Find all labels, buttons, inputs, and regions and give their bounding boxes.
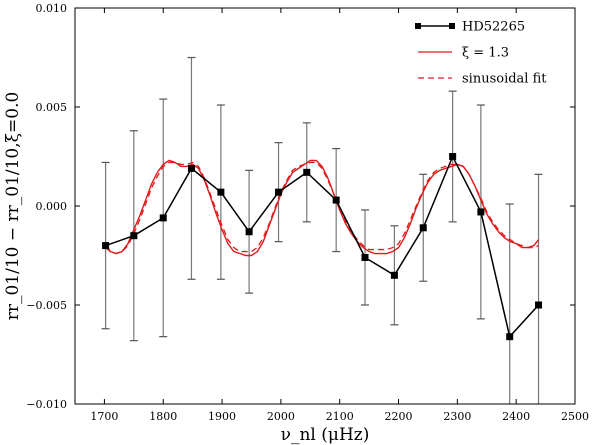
hd52265-point [361,253,369,261]
x-axis-ticks: 1700 1800 1900 2000 2100 2200 2300 2400 2500 [90,8,589,423]
hd52265-point [332,196,340,204]
hd52265-point [275,188,283,196]
x-tick-label: 1800 [149,410,177,423]
hd52265-point [187,164,195,172]
y-tick-label: 0.005 [36,101,68,114]
hd52265-point [477,208,485,216]
hd52265-point [159,214,167,222]
hd52265-point [419,224,427,232]
data-series-layer [102,153,543,341]
x-tick-label: 1900 [208,410,236,423]
hd52265-line [105,154,540,339]
fit-curve-layer [105,161,539,255]
y-axis-label: rr_01/10 − rr_01/10,ξ=0.0 [3,92,23,321]
legend-swatch-hd52265-marker-left [415,23,421,29]
y-tick-label: −0.010 [26,398,67,411]
hd52265-point [535,301,543,309]
x-tick-label: 2300 [443,410,471,423]
x-tick-label: 2000 [267,410,295,423]
x-tick-label: 2400 [502,410,530,423]
hd52265-point [102,242,110,250]
y-tick-label: 0.000 [36,200,68,213]
hd52265-point [449,153,457,160]
hd52265-point [303,168,311,176]
y-tick-label: −0.005 [26,299,67,312]
legend-label-sinusoidal-fit: sinusoidal fit [462,72,547,87]
model-xi-1.3-line [104,159,540,257]
x-tick-label: 2100 [326,410,354,423]
x-tick-label: 2500 [561,410,589,423]
model-curve-layer [104,159,540,257]
sinusoidal-fit-line [105,161,539,255]
y-axis-ticks: −0.010 −0.005 0.000 0.005 0.010 [26,2,575,411]
hd52265-point [506,333,514,341]
x-tick-label: 1700 [90,410,118,423]
x-axis-label: ν_nl (μHz) [281,425,370,445]
hd52265-point [130,232,138,240]
hd52265-point [245,228,253,236]
legend-swatch-hd52265-marker-right [449,23,455,29]
y-tick-label: 0.010 [36,2,68,15]
legend: HD52265 ξ = 1.3 sinusoidal fit [415,20,547,87]
legend-label-model-xi: ξ = 1.3 [462,46,509,61]
hd52265-point [217,188,225,196]
plot-frame [74,7,576,405]
x-tick-label: 2200 [385,410,413,423]
error-bars [101,56,543,404]
legend-label-hd52265: HD52265 [462,20,525,35]
hd52265-point [390,271,398,279]
